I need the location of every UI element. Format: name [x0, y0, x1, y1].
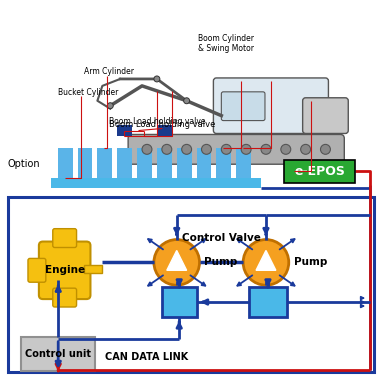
Bar — [216, 148, 231, 178]
Text: Arm Cylinder: Arm Cylinder — [85, 66, 135, 75]
Circle shape — [241, 144, 251, 154]
Bar — [197, 148, 211, 178]
Text: Pump: Pump — [205, 257, 238, 267]
Circle shape — [301, 144, 310, 154]
FancyBboxPatch shape — [213, 78, 329, 133]
Text: Boom Load holding valve: Boom Load holding valve — [109, 119, 215, 128]
Text: Boom Load holding valve: Boom Load holding valve — [109, 116, 205, 125]
Text: Control Valve: Control Valve — [182, 233, 261, 243]
Circle shape — [184, 98, 190, 104]
Circle shape — [162, 144, 172, 154]
Circle shape — [154, 240, 199, 285]
FancyBboxPatch shape — [221, 92, 265, 121]
Circle shape — [321, 144, 330, 154]
FancyBboxPatch shape — [303, 98, 348, 133]
Bar — [51, 178, 261, 188]
Bar — [117, 125, 132, 136]
Circle shape — [142, 144, 152, 154]
FancyBboxPatch shape — [128, 135, 344, 164]
Circle shape — [154, 76, 160, 82]
Circle shape — [243, 240, 289, 285]
Polygon shape — [256, 251, 276, 270]
Text: Option: Option — [7, 159, 40, 169]
Text: Bucket Cylinder: Bucket Cylinder — [58, 88, 118, 97]
Text: CAN DATA LINK: CAN DATA LINK — [105, 352, 189, 362]
Bar — [8, 197, 374, 373]
Bar — [78, 148, 92, 178]
FancyBboxPatch shape — [39, 241, 91, 299]
Polygon shape — [167, 251, 186, 270]
Bar — [137, 148, 152, 178]
Circle shape — [202, 144, 211, 154]
Bar — [162, 287, 197, 317]
Bar — [236, 148, 251, 178]
Text: Pump: Pump — [294, 257, 327, 267]
Circle shape — [221, 144, 231, 154]
Text: Control unit: Control unit — [25, 349, 91, 359]
Bar — [117, 148, 132, 178]
Bar — [157, 125, 172, 136]
Bar — [157, 148, 172, 178]
Text: Engine: Engine — [45, 265, 85, 275]
Text: e-EPOS: e-EPOS — [294, 165, 345, 178]
FancyBboxPatch shape — [53, 229, 77, 247]
Bar — [97, 148, 112, 178]
FancyBboxPatch shape — [28, 258, 46, 282]
Text: Boom Cylinder
& Swing Motor: Boom Cylinder & Swing Motor — [198, 33, 254, 53]
Circle shape — [107, 103, 113, 109]
Bar — [3, 2, 379, 195]
FancyBboxPatch shape — [53, 288, 77, 307]
Bar — [85, 265, 102, 273]
Circle shape — [182, 144, 192, 154]
Bar — [249, 287, 287, 317]
Circle shape — [281, 144, 291, 154]
FancyBboxPatch shape — [284, 160, 355, 183]
Bar — [58, 148, 73, 178]
FancyBboxPatch shape — [21, 337, 96, 371]
Circle shape — [261, 144, 271, 154]
Bar — [177, 148, 192, 178]
